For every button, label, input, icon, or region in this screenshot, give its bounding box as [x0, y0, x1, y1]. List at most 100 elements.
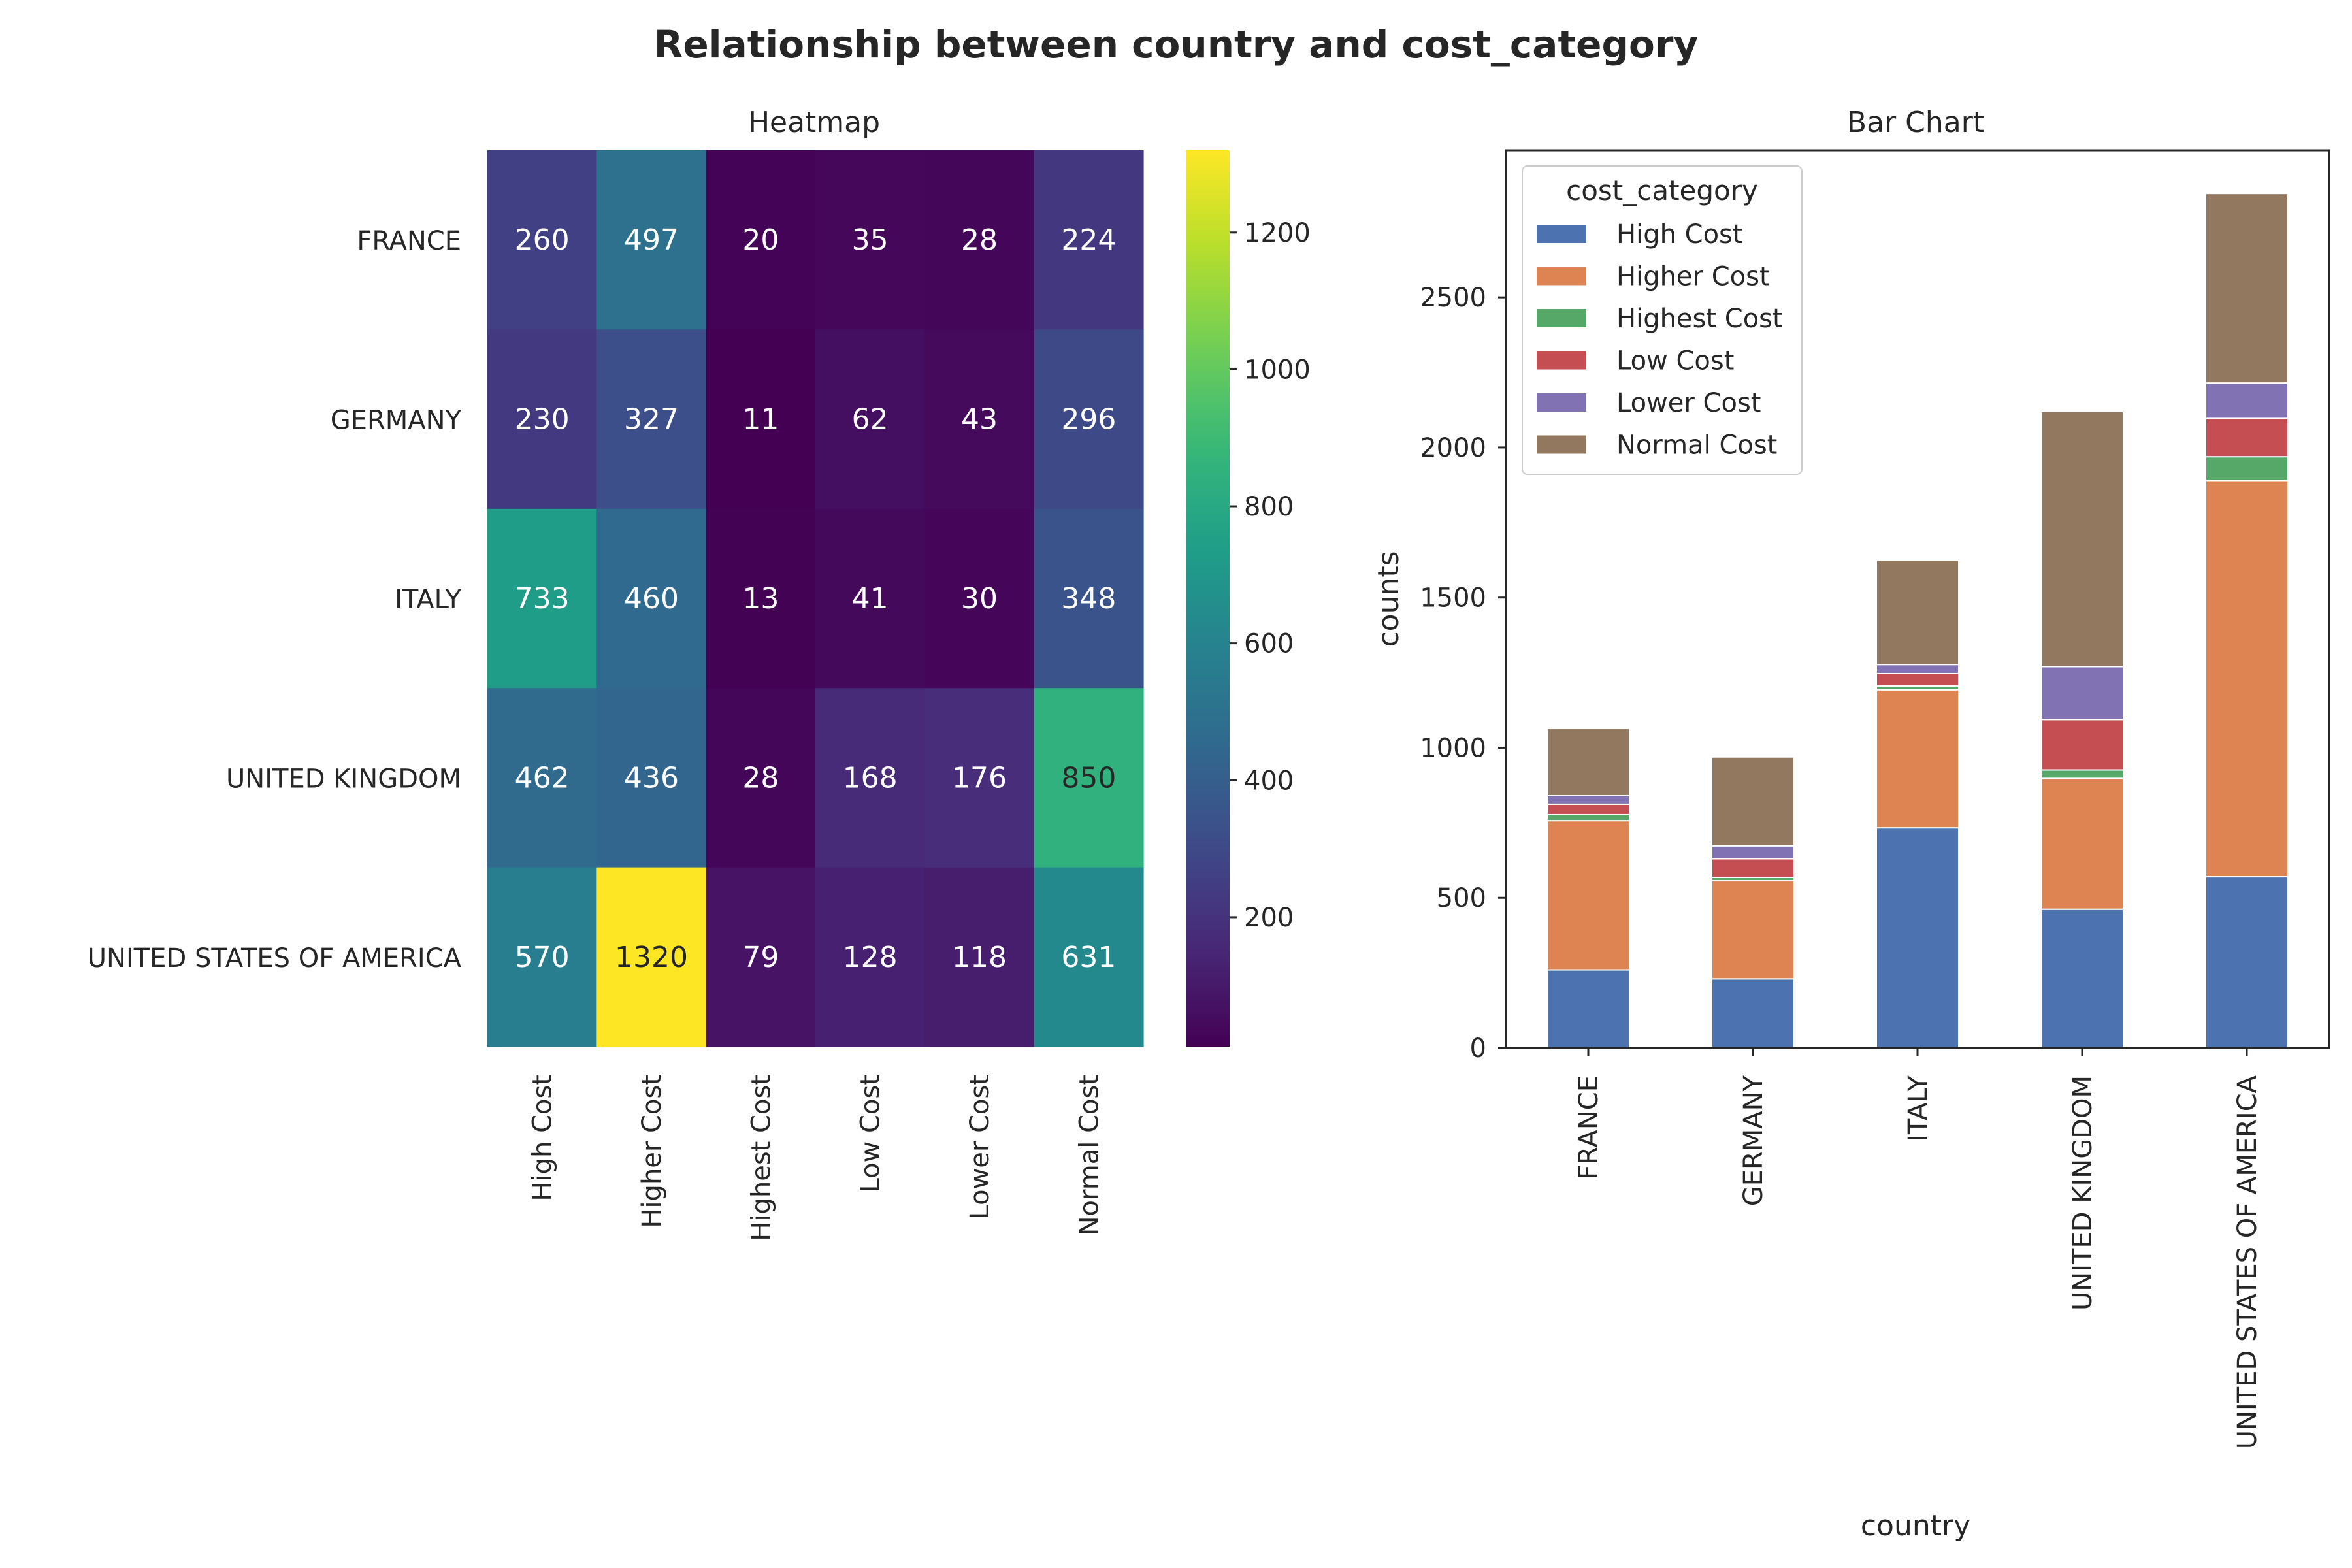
heatmap-panel: Heatmap 260 497 20 35 28 224 230 327 11 62 43 296 73…: [88, 106, 1311, 1241]
colorbar-tick-label: 200: [1244, 903, 1294, 933]
heatmap-row-labels: FRANCE GERMANY ITALY UNITED KINGDOM UNITED S…: [88, 226, 462, 973]
heatmap-cell-label: 850: [1061, 761, 1116, 794]
x-tick-label: GERMANY: [1739, 1075, 1769, 1206]
x-tick-label: ITALY: [1903, 1075, 1933, 1141]
heatmap-column-label: Higher Cost: [637, 1075, 667, 1228]
heatmap-cell: [924, 867, 1035, 1047]
heatmap-cell: [596, 150, 707, 330]
heatmap-cell: [815, 508, 925, 689]
heatmap-cell-label: 20: [742, 223, 779, 257]
heatmap-cell-label: 62: [852, 403, 889, 436]
heatmap-column-label: Highest Cost: [746, 1075, 776, 1241]
y-tick-label: 2500: [1420, 283, 1486, 313]
bar-segment: [2205, 193, 2289, 384]
legend: cost_category High Cost Higher Cost Highest…: [1522, 165, 1803, 475]
heatmap-cell: [1034, 867, 1144, 1047]
x-tick-label: UNITED KINGDOM: [2068, 1075, 2098, 1311]
colorbar-tick-label: 400: [1244, 766, 1294, 796]
heatmap-cell: [924, 508, 1035, 689]
bar-chart-x-ticks: FRANCE GERMANY ITALY UNITED KINGDOM UNITED S…: [1574, 1048, 2262, 1449]
x-axis-label: country: [1861, 1509, 1970, 1543]
heatmap-cell: [596, 867, 707, 1047]
bar-chart-title: Bar Chart: [1847, 106, 1984, 139]
heatmap-cell: [1034, 150, 1144, 330]
heatmap-cell-label: 43: [961, 403, 998, 436]
heatmap-cell: [924, 329, 1035, 510]
heatmap-cell-label: 1320: [615, 941, 688, 974]
heatmap-cell: [487, 508, 597, 689]
bar-segment: [2205, 382, 2289, 419]
heatmap-cell: [924, 150, 1035, 330]
heatmap-cell-label: 28: [961, 223, 998, 257]
heatmap-cell-label: 460: [624, 582, 679, 615]
heatmap-cell-label: 168: [843, 761, 898, 794]
heatmap-cell: [596, 688, 707, 868]
bar-segment: [2205, 456, 2289, 482]
y-tick-label: 500: [1437, 883, 1486, 913]
bar-chart-bars: [1546, 193, 2289, 1049]
heatmap-cell-label: 79: [742, 941, 779, 974]
heatmap-cell-label: 118: [952, 941, 1007, 974]
bar-segment: [2205, 876, 2289, 1049]
bar-segment: [1546, 969, 1630, 1049]
colorbar-tick-label: 1000: [1244, 355, 1311, 385]
heatmap-column-labels: High Cost Higher Cost Highest Cost Low Cost…: [528, 1075, 1105, 1241]
heatmap-cell-label: 176: [952, 761, 1007, 794]
legend-title: cost_category: [1566, 174, 1758, 206]
bar-segment: [2040, 777, 2124, 910]
heatmap-row-label: ITALY: [395, 585, 461, 615]
bar-segment: [1711, 880, 1795, 980]
bar-segment: [1876, 559, 1959, 666]
legend-label: High Cost: [1616, 220, 1743, 250]
bar-segment: [2040, 908, 2124, 1049]
legend-label: Normal Cost: [1616, 431, 1777, 461]
bar-segment: [1546, 728, 1630, 796]
heatmap-cell: [596, 329, 707, 510]
heatmap-cell-label: 28: [742, 761, 779, 794]
bar-segment: [1546, 794, 1630, 805]
heatmap-cell-label: 128: [843, 941, 898, 974]
bar-segment: [1711, 756, 1795, 847]
heatmap-cell: [924, 688, 1035, 868]
bar-chart-panel: Bar Chart 0 500 1000 1500 2000 2500 FRANCE GER…: [1372, 106, 2330, 1543]
heatmap-cell: [706, 150, 816, 330]
heatmap-column-label: Normal Cost: [1074, 1075, 1104, 1235]
y-tick-label: 2000: [1420, 433, 1486, 463]
heatmap-cell: [487, 688, 597, 868]
heatmap-cell-label: 436: [624, 761, 679, 794]
heatmap-cell-label: 631: [1061, 941, 1116, 974]
bar-segment: [1876, 672, 1959, 687]
heatmap-cell-label: 13: [742, 582, 779, 615]
heatmap-cell-label: 224: [1061, 223, 1116, 257]
heatmap-cell: [815, 150, 925, 330]
heatmap-cell-label: 11: [742, 403, 779, 436]
heatmap-cell: [706, 508, 816, 689]
heatmap-cell-label: 497: [624, 223, 679, 257]
bar-segment: [1711, 858, 1795, 878]
bar-segment: [1711, 978, 1795, 1049]
bar-chart-y-ticks: 0 500 1000 1500 2000 2500: [1420, 283, 1506, 1064]
heatmap-cell: [815, 688, 925, 868]
bar-segment: [2040, 719, 2124, 771]
heatmap-cell: [706, 688, 816, 868]
heatmap-row-label: UNITED KINGDOM: [226, 764, 461, 794]
heatmap-cell: [487, 867, 597, 1047]
heatmap-cell: [815, 867, 925, 1047]
heatmap-column-label: Low Cost: [856, 1075, 886, 1192]
colorbar-tick-label: 1200: [1244, 218, 1311, 248]
heatmap-row-label: GERMANY: [331, 406, 462, 436]
heatmap-cell-label: 30: [961, 582, 998, 615]
heatmap-cell-label: 327: [624, 403, 679, 436]
heatmap-cell: [706, 867, 816, 1047]
bar-segment: [1876, 689, 1959, 829]
x-tick-label: UNITED STATES OF AMERICA: [2232, 1075, 2262, 1449]
bar-segment: [2205, 417, 2289, 458]
colorbar-tick-label: 600: [1244, 629, 1294, 659]
heatmap-cell: [1034, 688, 1144, 868]
heatmap-row-label: FRANCE: [357, 226, 461, 256]
heatmap-cell-label: 462: [515, 761, 570, 794]
figure-title: Relationship between country and cost_ca…: [654, 22, 1699, 67]
bar-segment: [2205, 480, 2289, 878]
legend-label: Low Cost: [1616, 346, 1734, 376]
